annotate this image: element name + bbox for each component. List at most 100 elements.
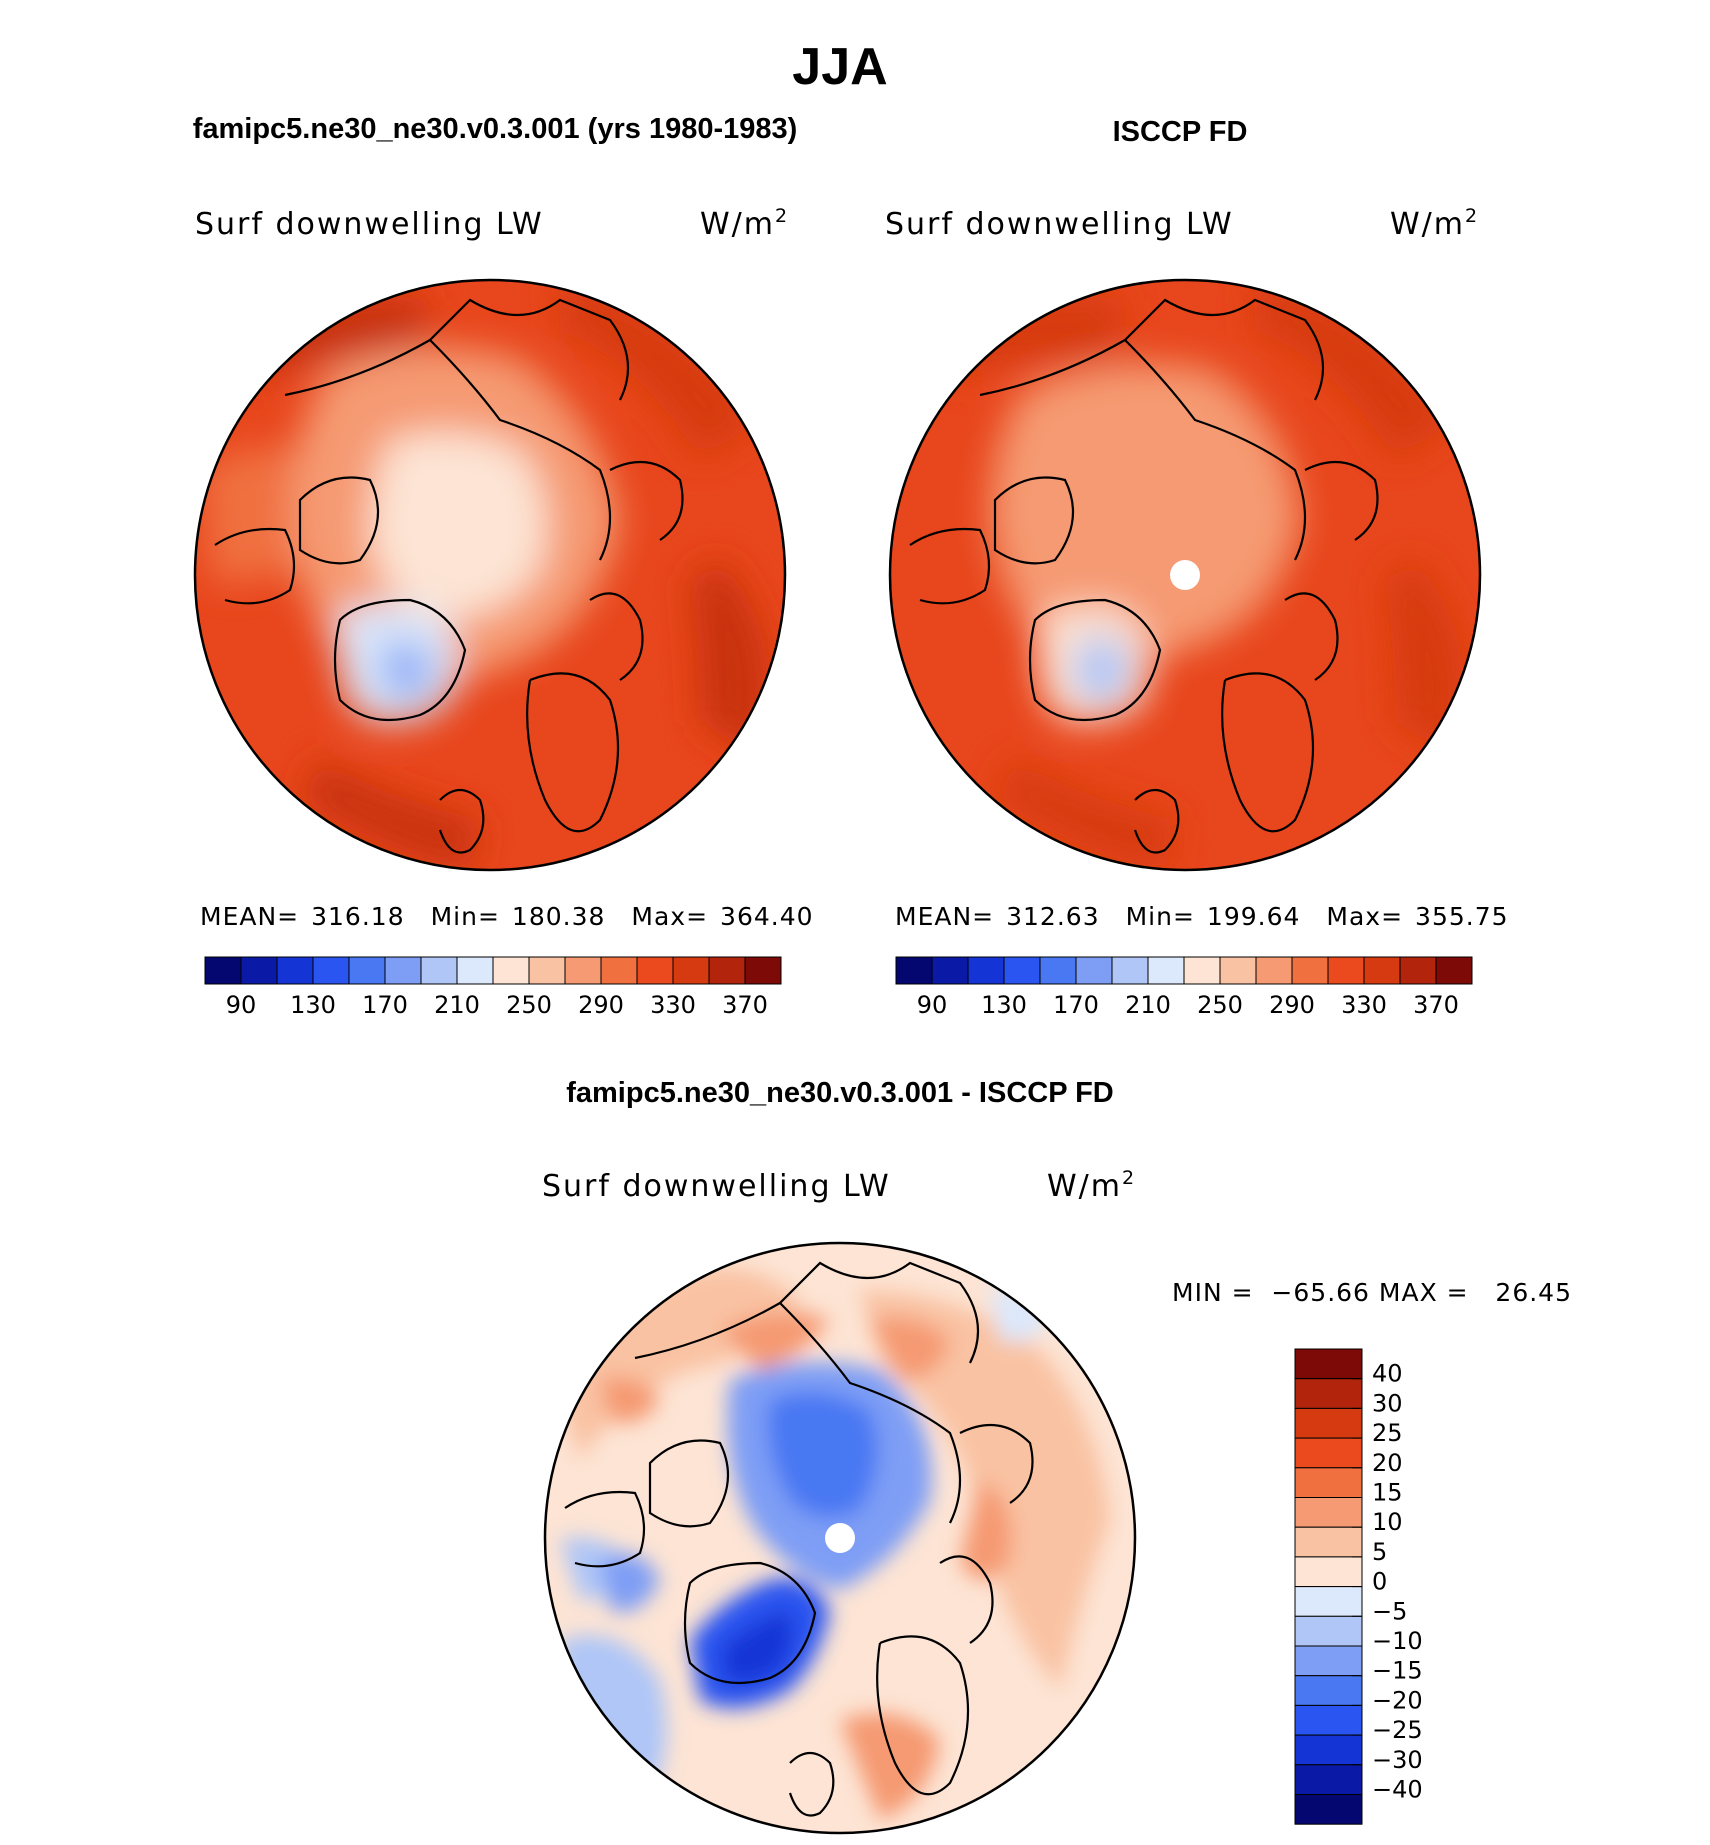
diff-colorbar-tick-label: −30 [1372, 1746, 1423, 1774]
diff-colorbar-tick-label: 20 [1372, 1449, 1403, 1477]
right-colorbar-swatch [1075, 956, 1113, 985]
diff-colorbar-swatch [1294, 1556, 1363, 1588]
right-colorbar-swatch [1039, 956, 1077, 985]
diff-colorbar-tick-label: 10 [1372, 1508, 1403, 1536]
left-colorbar-tick-label: 290 [578, 991, 624, 1019]
diff-colorbar-tick-label: −5 [1372, 1597, 1407, 1625]
left-colorbar-swatch [276, 956, 314, 985]
right-colorbar-swatch [1363, 956, 1401, 985]
left-colorbar-tick-label: 90 [226, 991, 257, 1019]
left-colorbar: 90 130 170 210 250 290 330 370 [204, 956, 782, 1019]
diff-panel-header: famipc5.ne30_ne30.v0.3.001 - ISCCP FD [566, 1077, 1114, 1109]
left-stats: MEAN= 316.18 Min= 180.38 Max= 364.40 [200, 902, 814, 931]
diff-colorbar-swatch [1294, 1348, 1363, 1380]
right-panel-header: ISCCP FD [1113, 116, 1248, 148]
left-colorbar-swatch [600, 956, 638, 985]
left-colorbar-swatch [564, 956, 602, 985]
left-colorbar-tick-label: 250 [506, 991, 552, 1019]
left-units-label: W/m2 [700, 205, 789, 242]
right-units-label: W/m2 [1390, 205, 1479, 242]
left-variable-label: Surf downwelling LW [195, 207, 544, 242]
left-colorbar-swatch [204, 956, 242, 985]
left-polar-map [195, 280, 785, 870]
left-colorbar-swatch [240, 956, 278, 985]
right-colorbar-swatch [895, 956, 933, 985]
diff-colorbar-swatch [1294, 1378, 1363, 1409]
diff-colorbar-swatch [1294, 1615, 1363, 1647]
left-colorbar-swatch [420, 956, 458, 985]
right-colorbar-swatch [1147, 956, 1185, 985]
diff-colorbar-tick-label: −40 [1372, 1776, 1423, 1804]
left-colorbar-swatch [528, 956, 566, 985]
main-title: JJA [792, 38, 887, 96]
left-colorbar-tick-label: 370 [722, 991, 768, 1019]
right-colorbar-swatch [1255, 956, 1293, 985]
diff-colorbar-tick-label: 40 [1372, 1360, 1403, 1388]
left-colorbar-swatch [708, 956, 746, 985]
right-colorbar-tick-label: 210 [1125, 991, 1171, 1019]
right-colorbar-tick-label: 130 [981, 991, 1027, 1019]
diff-colorbar-swatch [1294, 1586, 1363, 1617]
diff-colorbar-tick-label: −10 [1372, 1627, 1423, 1655]
diff-colorbar-swatch [1294, 1794, 1363, 1825]
diff-colorbar-swatch [1294, 1734, 1363, 1766]
right-stats: MEAN= 312.63 Min= 199.64 Max= 355.75 [895, 902, 1509, 931]
left-map-border [193, 278, 787, 872]
right-colorbar-swatch [1399, 956, 1437, 985]
right-colorbar-swatch [1327, 956, 1365, 985]
diff-map-border [543, 1241, 1137, 1835]
right-colorbar-tick-label: 290 [1269, 991, 1315, 1019]
diff-colorbar-swatch [1294, 1407, 1363, 1439]
left-colorbar-tick-label: 170 [362, 991, 408, 1019]
right-polar-map [890, 280, 1480, 870]
right-variable-label: Surf downwelling LW [885, 207, 1234, 242]
right-colorbar-swatch [1291, 956, 1329, 985]
left-colorbar-swatch [744, 956, 782, 985]
left-colorbar-swatch [312, 956, 350, 985]
diff-colorbar-tick-label: −20 [1372, 1686, 1423, 1714]
right-colorbar-tick-label: 90 [917, 991, 948, 1019]
diff-colorbar-swatch [1294, 1764, 1363, 1796]
diff-colorbar-tick-label: 0 [1372, 1568, 1387, 1596]
diff-colorbar-swatch [1294, 1437, 1363, 1469]
diff-colorbar-swatch [1294, 1675, 1363, 1706]
diff-colorbar-swatch [1294, 1467, 1363, 1499]
diff-colorbar-swatch [1294, 1526, 1363, 1558]
right-colorbar-swatch [1183, 956, 1221, 985]
diff-colorbar-tick-label: 25 [1372, 1419, 1403, 1447]
diff-colorbar-tick-label: −15 [1372, 1657, 1423, 1685]
diff-colorbar-swatch [1294, 1645, 1363, 1677]
right-colorbar-tick-label: 370 [1413, 991, 1459, 1019]
left-colorbar-swatch [672, 956, 710, 985]
diff-colorbar-tick-label: −25 [1372, 1716, 1423, 1744]
diff-minmax: MIN = −65.66 MAX = 26.45 [1172, 1278, 1572, 1307]
left-colorbar-swatch [384, 956, 422, 985]
left-colorbar-swatch [348, 956, 386, 985]
left-colorbar-tick-label: 330 [650, 991, 696, 1019]
diff-colorbar-tick-label: 5 [1372, 1538, 1387, 1566]
left-panel-header: famipc5.ne30_ne30.v0.3.001 (yrs 1980-198… [193, 113, 798, 145]
right-colorbar-swatch [967, 956, 1005, 985]
right-colorbar-tick-label: 250 [1197, 991, 1243, 1019]
right-map-border [888, 278, 1482, 872]
diff-polar-map [545, 1243, 1135, 1833]
left-colorbar-swatch [636, 956, 674, 985]
right-colorbar-swatch [1111, 956, 1149, 985]
right-colorbar-swatch [1435, 956, 1473, 985]
left-colorbar-tick-label: 130 [290, 991, 336, 1019]
diff-units-label: W/m2 [1047, 1167, 1136, 1204]
right-colorbar-swatch [1003, 956, 1041, 985]
diff-colorbar-swatch [1294, 1497, 1363, 1528]
right-colorbar-swatch [1219, 956, 1257, 985]
left-colorbar-swatch [492, 956, 530, 985]
diff-colorbar-tick-label: 30 [1372, 1389, 1403, 1417]
right-colorbar: 90 130 170 210 250 290 330 370 [895, 956, 1473, 1019]
left-colorbar-tick-label: 210 [434, 991, 480, 1019]
right-colorbar-tick-label: 170 [1053, 991, 1099, 1019]
right-colorbar-tick-label: 330 [1341, 991, 1387, 1019]
diff-colorbar-swatch [1294, 1704, 1363, 1736]
